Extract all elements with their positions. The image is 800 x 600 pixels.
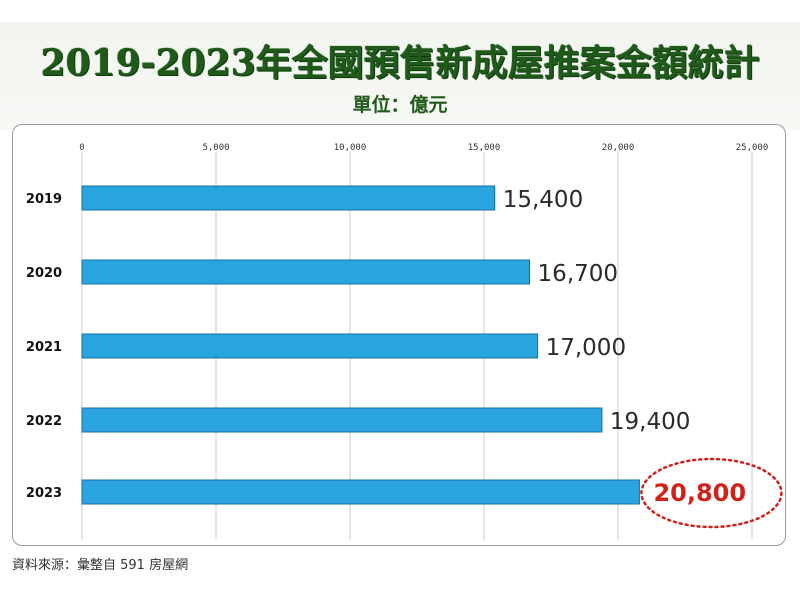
- header-band: [0, 22, 800, 130]
- x-tick-label: 20,000: [602, 143, 635, 153]
- category-label: 2020: [26, 266, 62, 281]
- category-label: 2023: [26, 486, 62, 501]
- value-label: 20,800: [653, 479, 746, 507]
- source-note: 資料來源：彙整自 591 房屋網: [12, 558, 189, 573]
- value-label: 15,400: [503, 187, 583, 213]
- chart-title: 2019-2023年全國預售新成屋推案金額統計: [40, 42, 760, 84]
- category-label: 2019: [26, 192, 62, 207]
- bar: [81, 407, 603, 433]
- value-label: 19,400: [610, 409, 690, 435]
- x-tick-label: 25,000: [736, 143, 769, 153]
- bar: [81, 479, 640, 505]
- value-label: 17,000: [546, 335, 626, 361]
- x-tick-label: 0: [79, 143, 84, 153]
- bar: [81, 333, 539, 359]
- bar: [81, 259, 531, 285]
- x-tick-label: 5,000: [202, 143, 229, 153]
- highlight-ring: [640, 457, 783, 529]
- x-tick-label: 10,000: [334, 143, 367, 153]
- chart-subtitle: 單位：億元: [352, 94, 448, 116]
- bar: [81, 185, 496, 211]
- x-tick-label: 15,000: [468, 143, 501, 153]
- category-label: 2022: [26, 414, 62, 429]
- category-label: 2021: [26, 340, 62, 355]
- value-label: 16,700: [538, 261, 618, 287]
